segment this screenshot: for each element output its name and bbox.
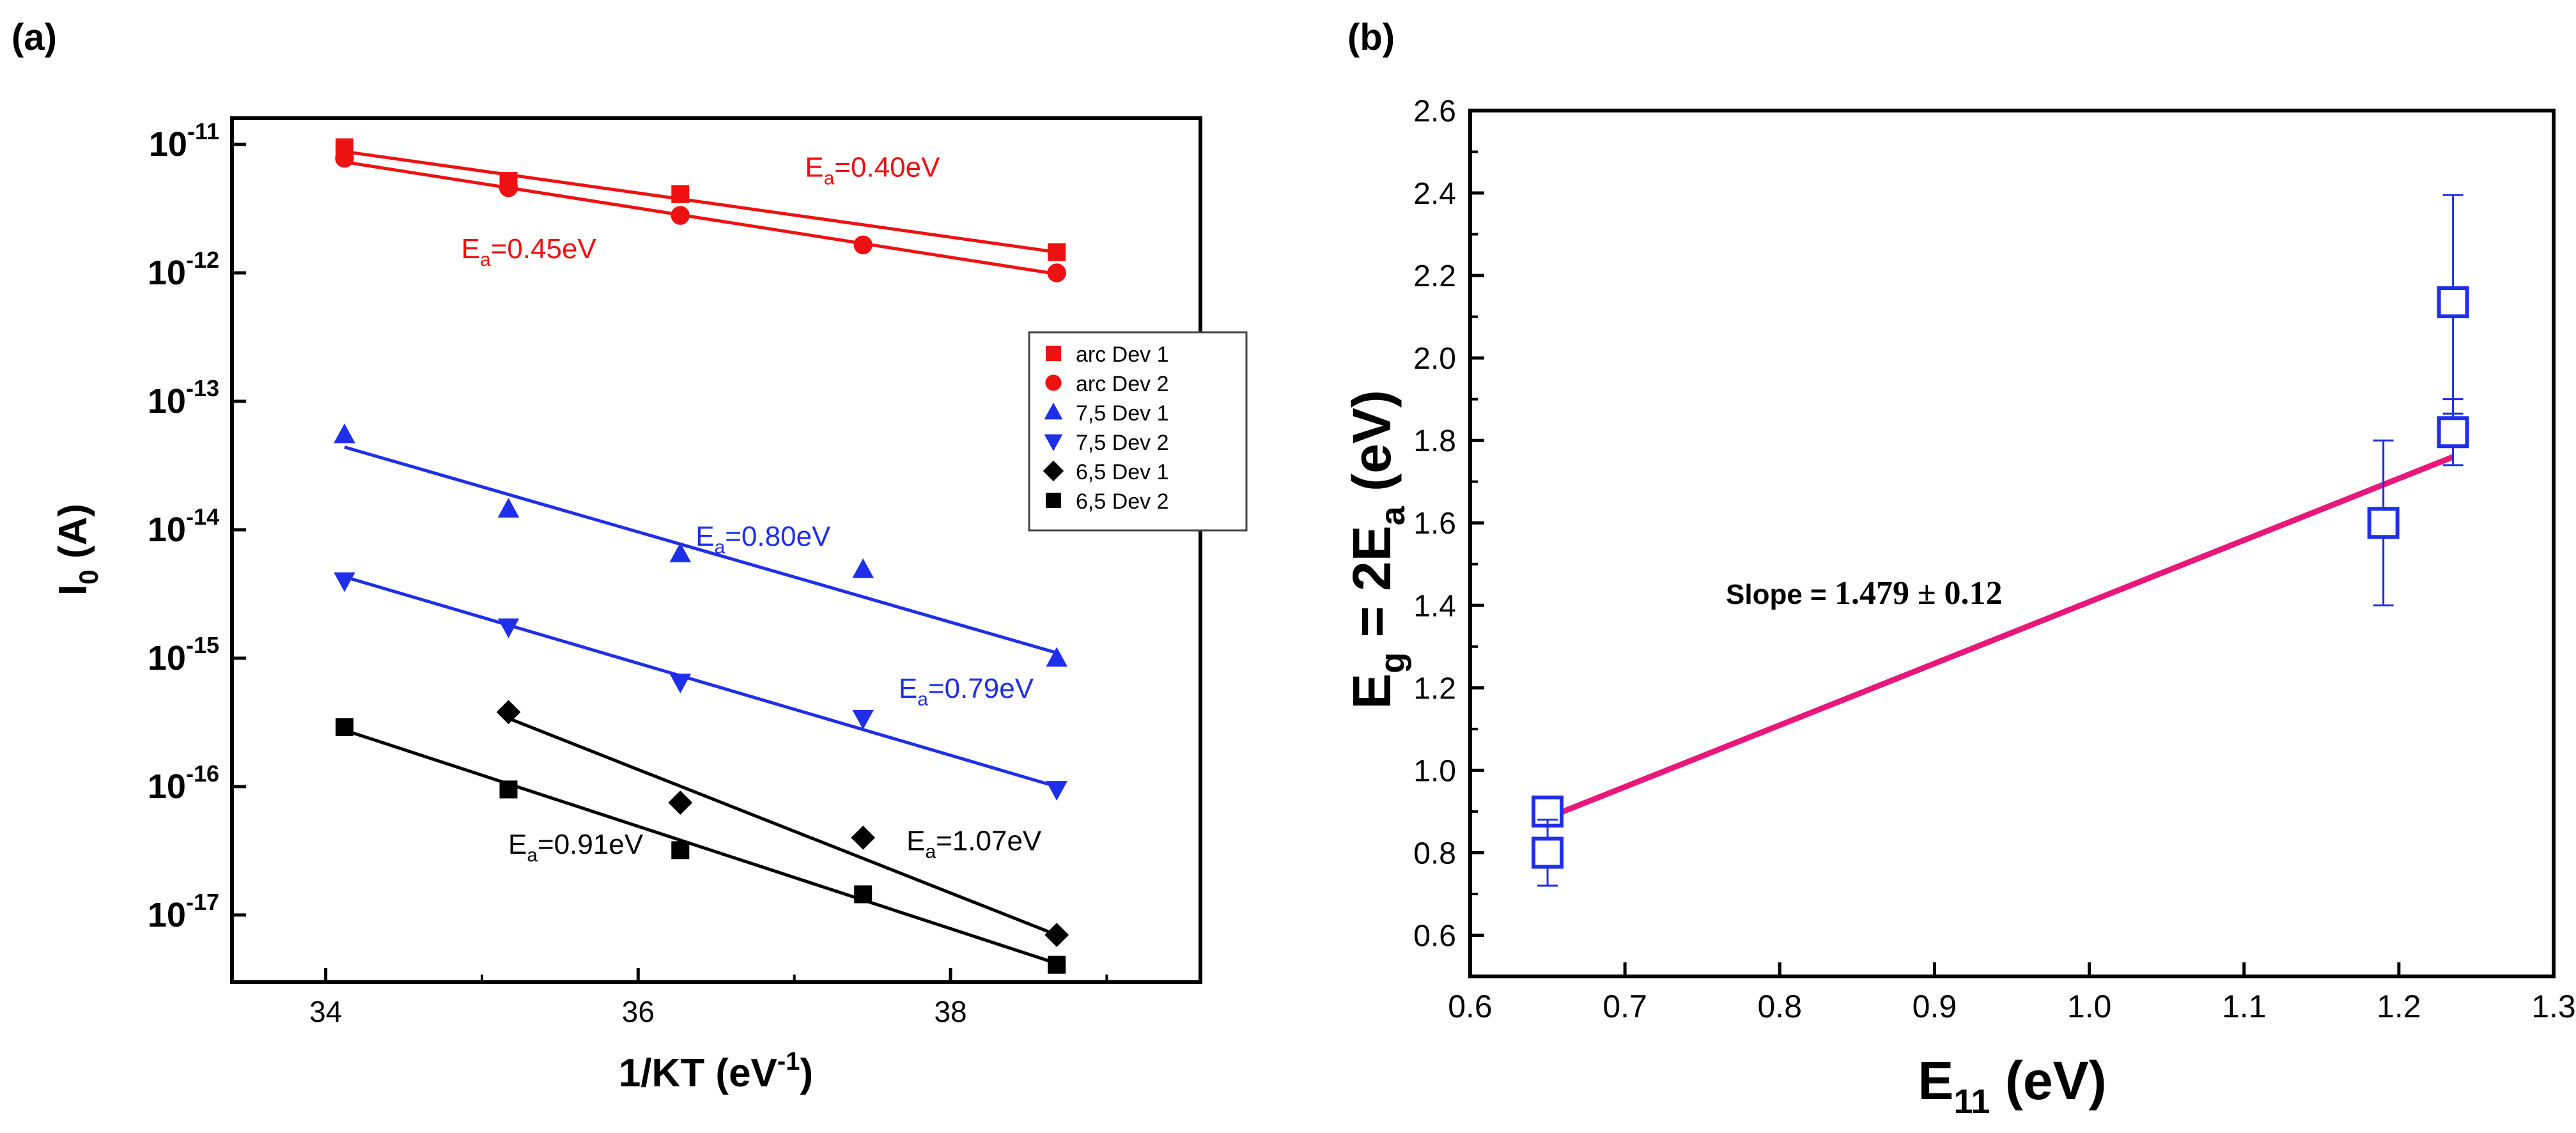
x-tick-label: 1.3 <box>2531 989 2576 1024</box>
panel-a-label: (a) <box>12 17 57 58</box>
legend-entry: 7,5 Dev 2 <box>1076 431 1169 455</box>
x-tick-label: 1.1 <box>2222 989 2267 1024</box>
data-point <box>2437 416 2469 449</box>
y-tick-label: 10-13 <box>148 375 219 420</box>
activation-energy-label: Ea=1.07eV <box>906 825 1042 862</box>
x-tick-label: 0.6 <box>1448 989 1493 1024</box>
legend-marker <box>1044 434 1063 451</box>
data-point <box>499 780 518 799</box>
legend-marker <box>1045 374 1062 391</box>
activation-energy-label: Ea=0.80eV <box>695 521 831 558</box>
data-point <box>671 841 690 859</box>
data-point <box>1044 923 1069 947</box>
x-tick-label: 38 <box>934 995 966 1028</box>
x-tick-label: 1.2 <box>2377 989 2421 1024</box>
data-point <box>671 206 690 225</box>
legend-marker <box>1046 346 1061 361</box>
fit-line <box>1546 454 2455 821</box>
legend-entry: 6,5 Dev 2 <box>1076 489 1169 514</box>
x-tick-label: 1.0 <box>2067 989 2112 1024</box>
legend-entry: arc Dev 1 <box>1076 343 1169 367</box>
data-point <box>852 709 874 730</box>
data-point <box>1046 647 1067 667</box>
panel-b-y-axis-label: Eg = 2Ea (eV) <box>1342 390 1412 709</box>
y-tick-label: 1.6 <box>1413 507 1456 541</box>
data-point <box>1046 781 1067 801</box>
y-tick-label: 10-15 <box>148 632 219 677</box>
y-tick-label: 1.2 <box>1413 672 1456 705</box>
legend-marker <box>1046 493 1061 508</box>
x-tick-label: 36 <box>622 995 655 1028</box>
legend-entry: arc Dev 2 <box>1076 372 1169 396</box>
activation-energy-label: Ea=0.45eV <box>462 233 597 270</box>
panel-b-plot-frame <box>1468 109 2556 978</box>
x-tick-label: 0.8 <box>1758 989 1803 1024</box>
data-point <box>497 498 520 518</box>
panel-a-x-axis-label: 1/KT (eV-1) <box>619 1047 813 1095</box>
y-tick-label: 10-14 <box>148 504 219 549</box>
legend-marker <box>1043 460 1064 482</box>
activation-energy-label: Ea=0.79eV <box>899 673 1034 710</box>
data-point <box>668 790 693 815</box>
data-point <box>851 826 876 850</box>
panel-b-x-axis-label: E11 (eV) <box>1918 1051 2106 1121</box>
y-tick-label: 2.0 <box>1413 342 1456 376</box>
data-point <box>335 718 353 736</box>
y-tick-label: 10-16 <box>148 760 219 806</box>
fit-line <box>344 575 1057 789</box>
panel-a-plot-frame <box>230 116 1202 984</box>
y-tick-label: 10-17 <box>148 889 219 934</box>
y-tick-label: 2.2 <box>1413 259 1456 293</box>
data-point <box>1048 243 1066 261</box>
data-point <box>669 674 692 694</box>
x-tick-label: 0.9 <box>1913 989 1957 1024</box>
legend-marker <box>1044 403 1063 420</box>
legend-entry: 7,5 Dev 1 <box>1076 401 1169 426</box>
data-point <box>334 572 355 592</box>
y-tick-label: 2.6 <box>1413 95 1456 128</box>
y-tick-label: 10-11 <box>149 118 219 164</box>
y-tick-label: 1.0 <box>1413 754 1456 788</box>
y-tick-label: 10-12 <box>148 247 219 292</box>
data-point <box>1048 955 1066 974</box>
fit-line <box>344 445 1057 655</box>
legend-box <box>1028 331 1248 532</box>
data-point <box>1532 836 1564 869</box>
fit-line <box>508 716 1058 937</box>
data-point <box>669 543 692 562</box>
data-point <box>852 558 874 578</box>
activation-energy-label: Ea=0.40eV <box>805 152 940 189</box>
fit-line <box>344 160 1057 276</box>
data-point <box>854 885 873 904</box>
fit-line <box>344 728 1057 966</box>
y-tick-label: 0.6 <box>1413 919 1456 953</box>
panel-b-slope-annotation: Slope = 1.479 ± 0.12 <box>1726 575 2003 612</box>
panel-b-chart: 0.6 0.7 0.8 0.9 1.0 1.1 1.2 1.3 0.6 0.8 1.0 1.2 1.4 1… <box>1342 95 2576 1121</box>
data-point <box>1047 263 1066 282</box>
fit-line <box>344 150 1057 254</box>
y-tick-label: 1.4 <box>1413 589 1456 623</box>
legend-entry: 6,5 Dev 1 <box>1076 460 1169 484</box>
data-point <box>497 618 520 638</box>
data-point <box>853 235 873 254</box>
panel-b-label: (b) <box>1347 17 1395 58</box>
activation-energy-label: Ea=0.91eV <box>508 829 644 866</box>
data-point <box>2367 507 2400 539</box>
x-tick-label: 0.7 <box>1602 989 1647 1024</box>
y-tick-label: 0.8 <box>1413 836 1456 870</box>
data-point <box>335 149 354 168</box>
data-point <box>496 700 521 725</box>
panel-a-chart: 34 36 38 10-11 10-12 10-13 10-14 10-15 10-16 10-1… <box>51 116 1248 1095</box>
panel-a-y-axis-label: I0 (A) <box>51 504 104 596</box>
y-tick-label: 1.8 <box>1413 424 1456 458</box>
data-point <box>334 423 355 443</box>
y-tick-label: 2.4 <box>1413 177 1456 211</box>
data-point <box>2437 286 2469 319</box>
data-point <box>499 178 518 197</box>
panel-a-legend: arc Dev 1 arc Dev 2 7,5 Dev 1 7,5 Dev 2 6,5 … <box>1028 331 1248 532</box>
data-point <box>671 185 690 203</box>
x-tick-label: 34 <box>309 995 342 1028</box>
